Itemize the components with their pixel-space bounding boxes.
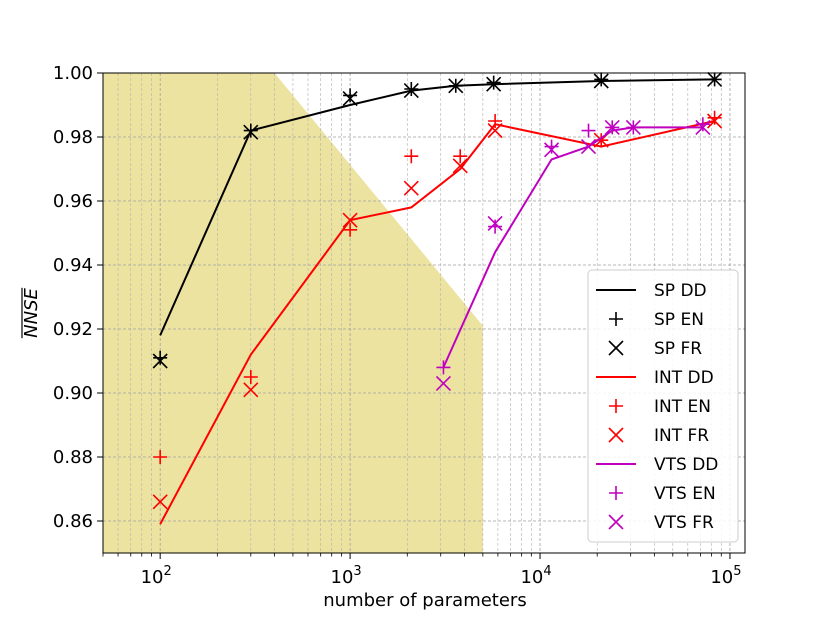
legend-label-sp-fr: SP FR xyxy=(654,339,702,359)
series-layer xyxy=(152,71,723,525)
int-en-point xyxy=(153,450,168,464)
legend-swatch-vts-fr xyxy=(608,514,624,530)
int-en-point xyxy=(404,149,419,164)
series-vts-fr xyxy=(435,119,711,391)
series-sp-dd xyxy=(159,78,715,336)
legend-swatch-vts-en xyxy=(609,486,623,500)
plot-frame xyxy=(102,72,746,554)
int-en-point xyxy=(453,149,468,164)
vts-fr-point xyxy=(625,119,641,135)
sp-fr-point xyxy=(486,76,502,92)
y-tick-label: 0.94 xyxy=(53,255,93,276)
vts-fr-point xyxy=(543,142,560,158)
y-tick-label: 0.98 xyxy=(53,127,93,148)
sp-fr-point xyxy=(403,83,419,99)
int-en-point xyxy=(343,222,358,237)
legend-label-vts-dd: VTS DD xyxy=(654,455,718,475)
legend-swatch-sp-fr xyxy=(608,340,624,356)
vts-en-point xyxy=(544,139,559,154)
int-fr-point xyxy=(707,113,723,129)
series-vts-en xyxy=(436,117,710,375)
vts-fr-point xyxy=(604,119,620,135)
x-tick-label: 103 xyxy=(331,564,362,588)
vts-en-point xyxy=(488,219,503,234)
vts-en-point xyxy=(695,117,710,132)
vts-en-point xyxy=(436,360,451,375)
vts-en-point xyxy=(581,123,596,138)
int-fr-point xyxy=(452,158,468,174)
x-axis-label: number of parameters xyxy=(323,590,526,611)
y-axis-label: NNSE xyxy=(21,288,42,338)
legend-swatch-sp-en xyxy=(609,312,623,326)
vts-fr-point xyxy=(435,375,451,391)
sp-fr-point xyxy=(152,353,168,369)
legend-label-vts-en: VTS EN xyxy=(654,484,716,504)
vts-fr-point xyxy=(695,119,711,135)
series-int-fr xyxy=(152,113,723,510)
int-fr-point xyxy=(342,212,358,228)
vts-fr-point xyxy=(580,139,597,155)
sp-fr-point xyxy=(593,73,609,89)
legend-label-int-en: INT EN xyxy=(654,397,711,417)
sp-en-point xyxy=(153,350,168,365)
sp-en-point xyxy=(243,123,258,138)
int-fr-point xyxy=(403,180,419,196)
y-tick-label: 0.88 xyxy=(53,447,93,468)
y-tick-label: 0.92 xyxy=(53,319,93,340)
sp-fr-point xyxy=(342,91,358,107)
sp-fr-point xyxy=(707,71,723,87)
major-grid xyxy=(103,72,745,553)
series-sp-en xyxy=(153,72,722,365)
sp-en-point xyxy=(404,82,419,96)
sp-fr-point xyxy=(243,124,259,140)
x-tick-label: 105 xyxy=(710,564,741,588)
legend-box xyxy=(587,269,739,543)
sp-en-point xyxy=(343,88,358,103)
series-sp-fr xyxy=(152,71,723,369)
legend-swatch-int-en xyxy=(609,399,623,413)
int-en-point xyxy=(243,370,258,384)
legend-label-sp-en: SP EN xyxy=(654,310,704,330)
legend-label-sp-dd: SP DD xyxy=(654,281,707,301)
int-en-point xyxy=(707,110,722,125)
y-tick-label: 0.90 xyxy=(53,383,93,404)
axes-layer: 102 103 104 105 0.86 0.88 0.90 0.92 0.94 0.96 0.98… xyxy=(21,63,742,588)
int-fr-point xyxy=(487,123,503,139)
series-int-dd xyxy=(159,120,715,525)
int-en-point xyxy=(488,114,503,128)
sp-en-point xyxy=(594,72,609,87)
y-tick-label: 1.00 xyxy=(53,63,93,84)
int-fr-point xyxy=(243,382,259,398)
sp-dd-line xyxy=(159,78,715,336)
sp-en-point xyxy=(486,75,501,90)
legend-label-vts-fr: VTS FR xyxy=(654,513,714,533)
legend-swatch-int-fr xyxy=(608,427,624,443)
legend: SP DD SP EN SP FR INT DD INT EN INT FR VTS DD V… xyxy=(587,269,739,543)
vts-fr-point xyxy=(487,215,503,231)
y-tick-label: 0.86 xyxy=(53,511,93,532)
sp-fr-point xyxy=(448,78,464,94)
legend-label-int-dd: INT DD xyxy=(654,368,714,388)
int-dd-line xyxy=(159,120,715,525)
x-tick-label: 104 xyxy=(520,564,551,588)
int-fr-point xyxy=(152,494,168,510)
y-tick-label: 0.96 xyxy=(53,191,93,212)
x-tick-label: 102 xyxy=(141,564,172,588)
legend-label-int-fr: INT FR xyxy=(654,426,709,446)
